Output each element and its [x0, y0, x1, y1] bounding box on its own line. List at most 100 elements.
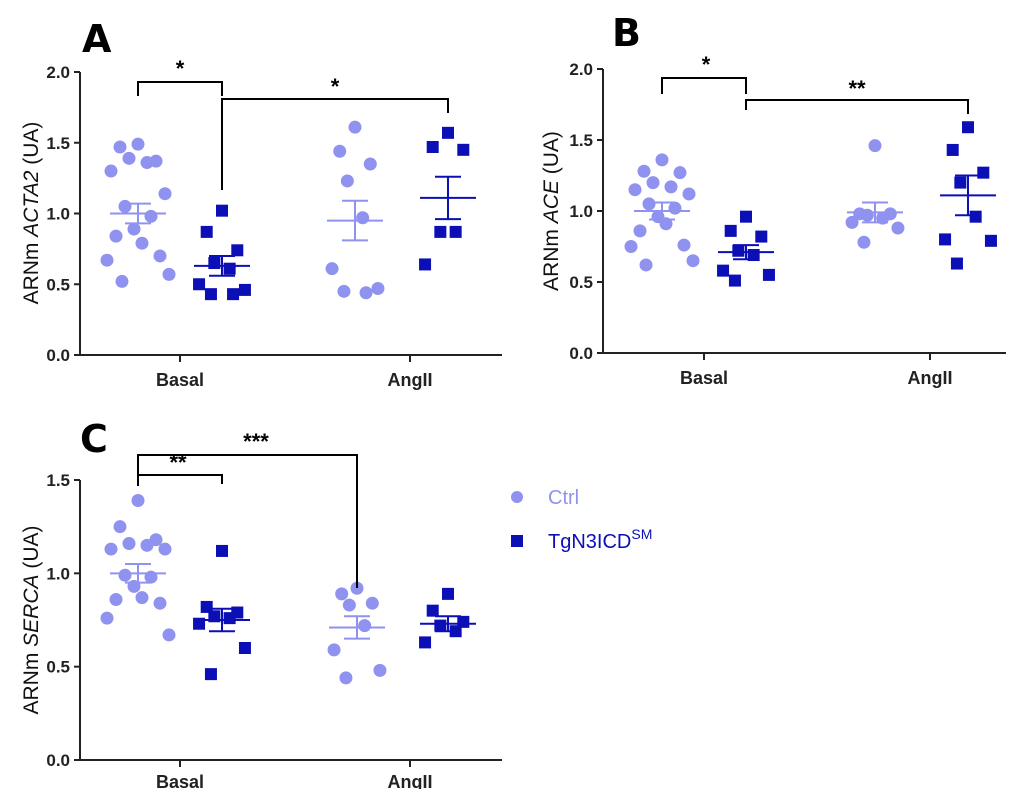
- data-point-ctrl: [100, 611, 114, 625]
- data-point-ctrl: [373, 663, 387, 677]
- data-point-ctrl: [682, 187, 696, 201]
- data-point-ctrl: [350, 581, 364, 595]
- significance-label: ***: [243, 429, 269, 454]
- data-point-tg: [434, 225, 447, 238]
- significance-label: **: [169, 450, 187, 475]
- data-point-ctrl: [668, 201, 682, 215]
- data-point-tg: [946, 143, 959, 156]
- data-point-ctrl: [664, 180, 678, 194]
- data-point-ctrl: [162, 267, 176, 281]
- data-point-ctrl: [371, 281, 385, 295]
- data-point-ctrl: [891, 221, 905, 235]
- data-point-ctrl: [677, 238, 691, 252]
- legend-tg-marker: [511, 535, 523, 547]
- data-point-tg: [977, 166, 990, 179]
- data-point-tg: [449, 225, 462, 238]
- significance-bracket: [221, 98, 449, 190]
- data-point-tg: [223, 612, 236, 625]
- y-axis-label-unit: (UA): [540, 131, 563, 180]
- y-tick-label: 0.0: [569, 344, 593, 363]
- y-axis-label-unit: (UA): [20, 122, 43, 171]
- data-point-tg: [200, 600, 213, 613]
- data-point-ctrl: [655, 153, 669, 167]
- y-tick-label: 1.5: [46, 134, 70, 153]
- data-point-ctrl: [100, 253, 114, 267]
- data-point-ctrl: [628, 183, 642, 197]
- data-point-ctrl: [131, 494, 145, 508]
- data-point-tg: [728, 274, 741, 287]
- data-point-ctrl: [335, 587, 349, 601]
- data-point-tg: [434, 619, 447, 632]
- data-point-tg: [238, 642, 251, 654]
- data-point-tg: [223, 262, 236, 275]
- data-point-ctrl: [624, 240, 638, 253]
- data-point-tg: [724, 224, 737, 237]
- data-point-ctrl: [339, 671, 353, 685]
- data-point-ctrl: [109, 592, 123, 606]
- data-point-tg: [740, 210, 752, 223]
- y-axis-label-unit: (UA): [20, 525, 43, 574]
- x-category-label: AngII: [388, 772, 433, 789]
- data-point-tg: [216, 544, 228, 557]
- data-point-ctrl: [342, 598, 356, 612]
- data-point-tg: [200, 225, 213, 238]
- panel-letter-b: B: [612, 11, 641, 55]
- data-point-tg: [442, 587, 454, 600]
- data-point-ctrl: [122, 536, 136, 550]
- data-point-tg: [954, 176, 967, 189]
- y-tick-label: 1.5: [46, 471, 70, 490]
- data-point-tg: [208, 257, 221, 270]
- y-tick-label: 1.5: [569, 131, 593, 150]
- data-point-ctrl: [153, 249, 167, 263]
- panel-letter-a: A: [82, 17, 112, 61]
- data-point-tg: [962, 121, 974, 134]
- data-point-tg: [442, 126, 454, 139]
- data-point-tg: [238, 283, 251, 296]
- data-point-ctrl: [135, 591, 149, 605]
- y-axis-label-gene: ACTA2: [20, 170, 43, 238]
- data-point-ctrl: [358, 619, 372, 633]
- data-point-tg: [193, 278, 206, 291]
- y-axis-label-gene: SERCA: [20, 574, 43, 646]
- data-point-ctrl: [118, 568, 132, 582]
- data-point-ctrl: [158, 542, 172, 556]
- legend-tg-label: TgN3ICDSM: [548, 526, 652, 553]
- data-point-ctrl: [642, 197, 656, 211]
- data-point-ctrl: [153, 596, 167, 610]
- data-point-ctrl: [104, 542, 118, 556]
- data-point-tg: [231, 244, 244, 257]
- data-point-tg: [939, 233, 952, 246]
- significance-label: *: [176, 56, 185, 81]
- data-point-ctrl: [363, 157, 377, 171]
- y-axis-label-prefix: ARNm: [20, 647, 43, 715]
- data-point-tg: [755, 230, 768, 243]
- significance-label: *: [702, 52, 711, 77]
- data-point-tg: [204, 288, 217, 301]
- data-point-ctrl: [686, 254, 700, 268]
- y-tick-label: 0.0: [46, 346, 70, 365]
- data-point-tg: [717, 264, 730, 277]
- data-point-ctrl: [359, 286, 373, 300]
- y-tick-label: 0.5: [569, 273, 593, 292]
- data-point-ctrl: [860, 208, 874, 222]
- data-point-tg: [762, 268, 775, 281]
- data-point-ctrl: [118, 199, 132, 213]
- data-point-ctrl: [659, 217, 673, 231]
- data-point-tg: [216, 204, 228, 217]
- y-tick-label: 2.0: [46, 63, 70, 82]
- data-point-tg: [984, 234, 997, 247]
- data-point-tg: [426, 140, 439, 153]
- y-tick-label: 1.0: [46, 564, 70, 583]
- data-point-ctrl: [646, 176, 660, 190]
- data-point-tg: [419, 258, 432, 271]
- data-point-ctrl: [158, 187, 172, 201]
- data-point-ctrl: [131, 137, 145, 151]
- data-point-ctrl: [876, 211, 890, 225]
- data-point-ctrl: [356, 211, 370, 225]
- data-point-ctrl: [639, 258, 653, 272]
- data-point-tg: [950, 257, 963, 270]
- y-axis-label-prefix: ARNm: [540, 223, 563, 291]
- y-tick-label: 0.5: [46, 658, 70, 677]
- data-point-tg: [426, 604, 439, 617]
